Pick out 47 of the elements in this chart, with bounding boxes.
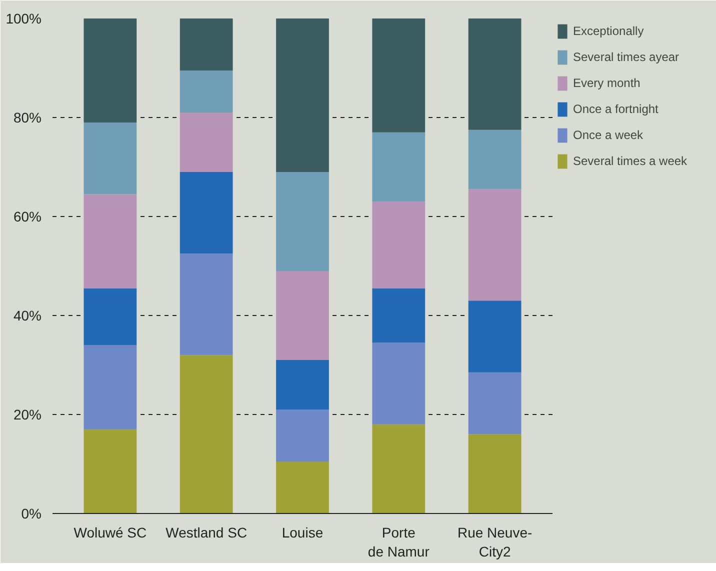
bar <box>372 132 426 202</box>
legend-label: Once a fortnight <box>573 102 658 116</box>
x-tick-label: Louise <box>282 524 324 540</box>
x-tick-label: Porte de Namur <box>368 524 430 560</box>
bar <box>84 194 137 288</box>
y-tick-label: 80% <box>13 110 42 126</box>
legend-label: Several times ayear <box>573 50 680 64</box>
bar <box>180 254 233 356</box>
bar <box>276 410 329 462</box>
bar <box>180 70 233 113</box>
bar <box>468 372 522 434</box>
bar <box>84 288 137 346</box>
bar <box>84 345 137 430</box>
bar <box>372 202 426 288</box>
bar <box>84 429 137 514</box>
bar <box>180 18 233 70</box>
y-tick-label: 40% <box>13 308 42 324</box>
x-tick-label: Woluwé SC <box>74 524 147 540</box>
bar <box>468 300 522 372</box>
bar <box>180 355 233 514</box>
bar <box>468 18 522 130</box>
bar <box>372 424 426 514</box>
bar <box>276 270 329 360</box>
legend-label: Every month <box>573 76 640 90</box>
x-tick-label: Westland SC <box>166 524 248 540</box>
bar <box>84 18 137 122</box>
bar <box>372 342 426 424</box>
bar <box>372 18 426 132</box>
bar <box>276 18 329 172</box>
bar <box>372 288 426 343</box>
bar <box>180 172 233 254</box>
y-tick-label: 100% <box>6 10 42 26</box>
y-tick-label: 0% <box>21 506 42 522</box>
x-tick-label: Rue Neuve- City2 <box>457 524 532 560</box>
y-tick-label: 20% <box>13 406 42 422</box>
bar <box>468 189 522 301</box>
bar <box>468 434 522 514</box>
bar <box>276 172 329 271</box>
bar <box>276 360 329 410</box>
bar <box>84 122 137 194</box>
legend-label: Several times a week <box>573 154 688 168</box>
bar <box>468 130 522 190</box>
y-tick-label: 60% <box>13 208 42 224</box>
legend-label: Once a week <box>573 128 644 142</box>
bar <box>180 112 233 172</box>
bar <box>276 462 329 514</box>
legend-label: Exceptionally <box>573 24 644 38</box>
